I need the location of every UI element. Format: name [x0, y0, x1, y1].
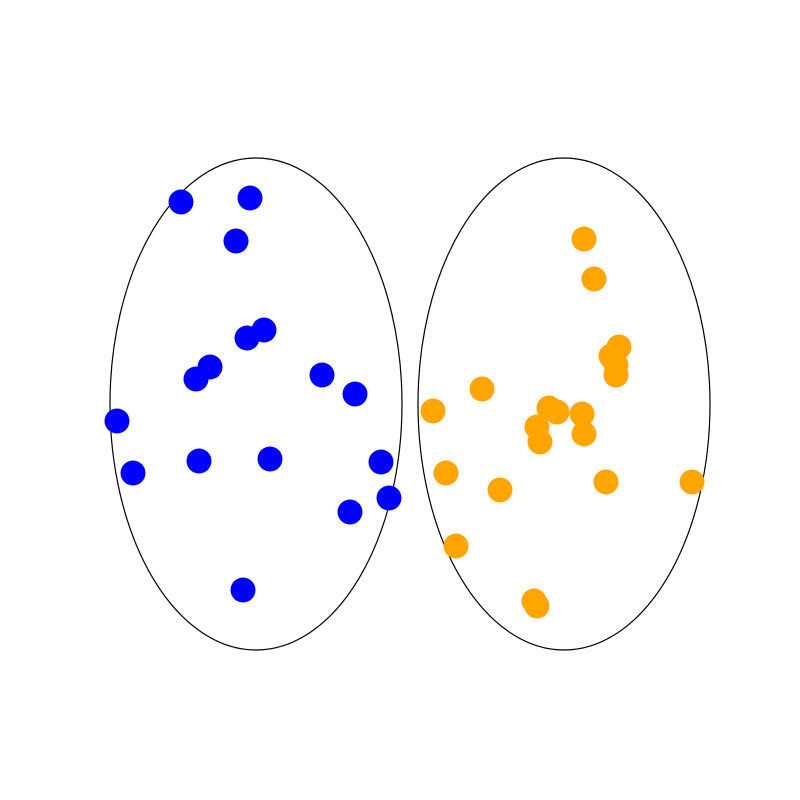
left-cluster-point — [237, 185, 263, 211]
right-cluster-point — [527, 429, 553, 455]
right-cluster-point — [544, 399, 570, 425]
right-cluster-point — [433, 460, 459, 486]
left-cluster-point — [230, 577, 256, 603]
right-cluster-point — [443, 533, 469, 559]
left-cluster-point — [257, 446, 283, 472]
left-cluster-point — [183, 366, 209, 392]
right-cluster-point — [603, 362, 629, 388]
left-cluster-point — [186, 448, 212, 474]
right-cluster-point — [569, 401, 595, 427]
left-cluster-point — [309, 362, 335, 388]
left-cluster-point — [234, 325, 260, 351]
right-cluster-point — [571, 226, 597, 252]
right-cluster-point — [593, 469, 619, 495]
right-cluster-point — [679, 469, 705, 495]
right-cluster-point — [581, 266, 607, 292]
left-cluster-point — [168, 189, 194, 215]
right-cluster-point — [420, 398, 446, 424]
left-cluster-point — [337, 499, 363, 525]
right-cluster-point — [571, 421, 597, 447]
left-cluster-point — [223, 228, 249, 254]
points-layer — [104, 185, 705, 619]
left-cluster-point — [376, 485, 402, 511]
left-cluster-ellipse — [109, 157, 403, 651]
left-cluster-points — [104, 185, 402, 603]
right-cluster-points — [420, 226, 705, 619]
left-cluster-point — [368, 449, 394, 475]
right-cluster-point — [469, 376, 495, 402]
right-cluster-ellipse — [417, 157, 711, 651]
left-cluster-point — [104, 408, 130, 434]
left-cluster-point — [120, 460, 146, 486]
right-cluster-point — [524, 593, 550, 619]
right-cluster-point — [487, 477, 513, 503]
left-cluster-point — [342, 381, 368, 407]
